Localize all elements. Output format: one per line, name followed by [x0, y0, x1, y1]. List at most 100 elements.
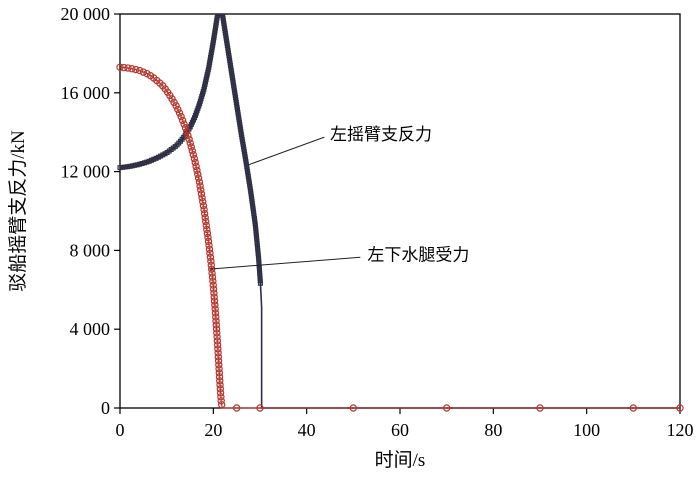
marker-circle — [172, 102, 180, 110]
marker-circle — [212, 317, 220, 325]
x-tick-label: 120 — [667, 420, 694, 440]
marker-circle — [199, 201, 208, 210]
marker-circle — [187, 143, 195, 151]
marker-circle — [215, 365, 223, 373]
marker-circle — [204, 237, 213, 246]
annotation-label: 左摇臂支反力 — [330, 125, 432, 144]
marker-circle — [177, 112, 185, 121]
marker-circle — [200, 205, 208, 214]
marker-circle — [207, 257, 215, 265]
marker-circle — [213, 337, 222, 345]
marker-circle — [217, 393, 225, 401]
marker-circle — [185, 135, 193, 143]
marker-circle — [186, 139, 194, 147]
marker-circle — [215, 373, 224, 381]
marker-circle — [192, 162, 200, 171]
marker-circle — [180, 120, 188, 128]
axis-ticks: 0 20 40 60 80 100 120 0 4 000 8 000 12 000 16 000 20… — [61, 4, 694, 440]
annotation-label: 左下水腿受力 — [367, 245, 469, 264]
marker-circle — [197, 186, 205, 194]
marker-circle — [213, 333, 221, 341]
marker-square — [219, 9, 223, 13]
marker-circle — [203, 229, 212, 238]
marker-circle — [181, 124, 190, 132]
x-tick-label: 40 — [298, 420, 316, 440]
marker-square — [219, 14, 225, 17]
marker-circle — [202, 221, 210, 230]
marker-circle — [208, 273, 217, 281]
marker-circle — [212, 321, 220, 329]
y-axis-title: 驳船摇臂支反力/kN — [7, 130, 29, 292]
marker-circle — [184, 131, 192, 140]
marker-circle — [189, 151, 198, 159]
x-axis-title: 时间/s — [375, 449, 426, 471]
x-tick-label: 80 — [484, 420, 502, 440]
marker-circle — [194, 170, 202, 178]
series-left-rocker-arm — [117, 5, 680, 409]
y-tick-label: 20 000 — [61, 4, 111, 24]
marker-circle — [214, 345, 222, 353]
marker-circle — [194, 174, 203, 182]
marker-circle — [217, 401, 226, 409]
marker-circle — [120, 63, 128, 72]
marker-circle — [206, 253, 215, 261]
marker-circle — [205, 241, 213, 250]
marker-circle — [211, 301, 219, 309]
marker-circle — [213, 329, 221, 337]
marker-circle — [178, 116, 187, 125]
marker-circle — [183, 127, 191, 136]
marker-circle — [128, 65, 136, 73]
marker-circle — [629, 404, 638, 412]
marker-circle — [210, 289, 218, 297]
marker-square — [217, 6, 221, 10]
marker-circle — [215, 369, 224, 377]
y-tick-label: 0 — [101, 398, 110, 418]
marker-circle — [204, 233, 212, 242]
marker-circle — [206, 249, 214, 257]
marker-circle — [212, 325, 221, 333]
marker-circle — [191, 158, 199, 167]
marker-circle — [215, 361, 223, 369]
y-tick-label: 16 000 — [61, 83, 111, 103]
marker-circle — [116, 63, 124, 71]
plot-area: 0 20 40 60 80 100 120 0 4 000 8 000 12 000 16 000 20… — [61, 4, 694, 440]
marker-square — [217, 9, 221, 13]
marker-circle — [256, 404, 264, 412]
marker-circle — [209, 285, 218, 293]
marker-circle — [216, 377, 224, 385]
x-tick-label: 20 — [204, 420, 222, 440]
marker-circle — [212, 313, 220, 321]
marker-circle — [202, 217, 210, 226]
annotation-leader — [209, 256, 361, 270]
marker-circle — [232, 404, 241, 412]
marker-circle — [536, 404, 544, 412]
marker-circle — [175, 109, 184, 117]
marker-circle — [200, 209, 209, 218]
marker-square — [215, 14, 221, 16]
marker-circle — [214, 349, 222, 357]
marker-circle — [208, 269, 216, 277]
marker-circle — [196, 182, 204, 190]
marker-circle — [210, 297, 219, 305]
marker-circle — [132, 65, 140, 74]
marker-circle — [349, 404, 358, 412]
series-left-launch-leg — [116, 63, 684, 412]
marker-circle — [190, 154, 199, 163]
marker-circle — [211, 305, 219, 313]
marker-circle — [211, 309, 220, 317]
marker-square — [218, 5, 222, 9]
marker-circle — [214, 357, 223, 365]
marker-circle — [209, 277, 217, 285]
marker-circle — [209, 281, 217, 289]
marker-square — [219, 7, 223, 11]
marker-circle — [216, 389, 225, 397]
marker-circle — [139, 68, 148, 76]
marker-circle — [174, 105, 182, 114]
y-tick-label: 12 000 — [61, 162, 111, 182]
marker-circle — [676, 404, 684, 412]
marker-circle — [135, 66, 144, 75]
marker-circle — [216, 381, 224, 389]
marker-circle — [217, 397, 225, 405]
x-tick-label: 60 — [391, 420, 409, 440]
